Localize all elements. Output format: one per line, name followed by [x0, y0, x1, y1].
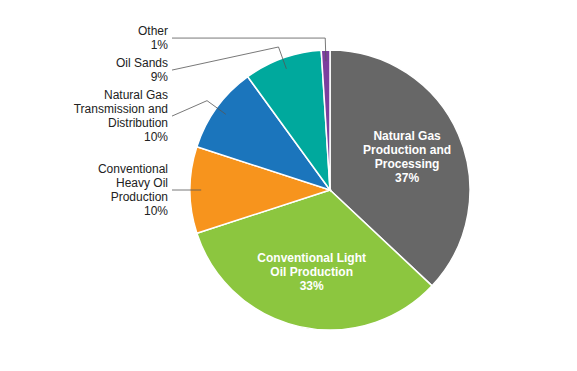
label-line: Distribution	[108, 116, 168, 130]
slice-label: Natural GasTransmission andDistribution1…	[74, 88, 169, 144]
label-line: Production and	[363, 143, 451, 157]
label-line: 10%	[144, 130, 168, 144]
label-line: Conventional	[98, 162, 168, 176]
label-line: Heavy Oil	[116, 176, 168, 190]
label-line: Other	[138, 24, 168, 38]
chart: Natural GasProduction andProcessing37%Co…	[0, 0, 577, 371]
label-line: 1%	[151, 38, 169, 52]
leader-line	[172, 190, 201, 191]
slice	[321, 50, 330, 190]
slice-label: Natural GasProduction andProcessing37%	[363, 129, 451, 185]
label-line: Transmission and	[74, 102, 168, 116]
slices	[190, 50, 470, 330]
slice	[248, 50, 330, 190]
leader-line	[172, 47, 286, 70]
slice-label: Conventional LightOil Production33%	[257, 251, 366, 293]
slice-label: ConventionalHeavy OilProduction10%	[98, 162, 168, 218]
leader-line	[172, 38, 326, 61]
label-line: Production	[111, 190, 168, 204]
label-line: Processing	[375, 157, 440, 171]
label-line: Oil Sands	[116, 56, 168, 70]
label-line: Natural Gas	[104, 88, 168, 102]
slice-label: Other1%	[138, 24, 168, 52]
label-line: 33%	[300, 279, 324, 293]
label-line: 9%	[151, 70, 169, 84]
label-line: 37%	[395, 171, 419, 185]
label-line: Natural Gas	[373, 129, 441, 143]
label-line: 10%	[144, 204, 168, 218]
leader-line	[172, 101, 226, 116]
labels: Natural GasProduction andProcessing37%Co…	[74, 24, 451, 293]
label-line: Oil Production	[270, 265, 353, 279]
label-line: Conventional Light	[257, 251, 366, 265]
slice-label: Oil Sands9%	[116, 56, 168, 84]
